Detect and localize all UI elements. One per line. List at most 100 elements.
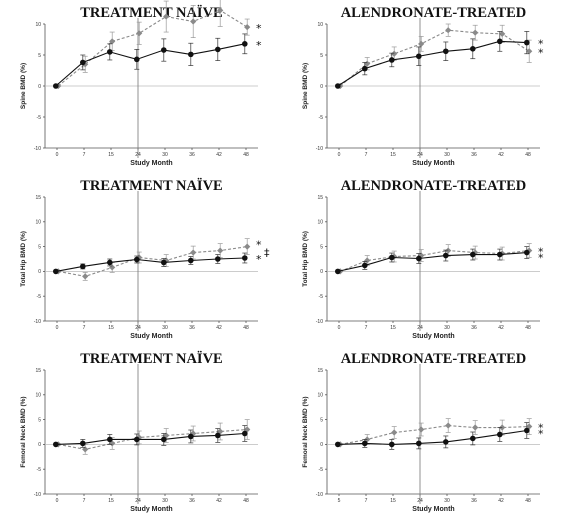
y-tick-label: 5 [38,244,41,250]
significance-marker: * [538,252,544,265]
y-axis-label: Spine BMD (%) [302,63,309,109]
x-axis-label: Study Month [412,333,454,340]
data-point-dashed [418,40,425,47]
data-point-dashed [82,273,89,280]
x-tick-label: 30 [444,325,450,331]
panel-spine-naive: TREATMENT NAÏVE-10-5051007152430364248Sp… [0,0,282,173]
series-line-dashed [57,9,248,87]
data-point-solid [215,256,221,262]
data-point-solid [188,257,194,264]
series-line-solid [337,40,527,87]
data-point-solid [107,259,113,266]
x-tick-label: 42 [216,152,222,158]
data-point-dashed [418,426,425,433]
x-tick-label: 42 [216,325,222,331]
series-line-dashed [58,246,248,277]
panel-hip-naive: TREATMENT NAÏVE-10-505101507152430364248… [0,173,282,346]
series-line-solid [55,432,245,445]
data-point-solid [335,268,341,275]
y-tick-label: -5 [319,467,324,473]
x-tick-label: 15 [108,152,114,158]
data-point-dashed [445,422,452,429]
series-line-dashed [58,428,248,450]
x-tick-label: 0 [56,325,59,331]
series-line-solid [337,429,527,445]
x-tick-label: 30 [162,152,168,158]
data-point-solid [389,441,395,448]
x-tick-label: 15 [390,325,396,331]
data-point-solid [524,249,530,256]
data-point-solid [443,48,449,55]
series-line-solid [55,257,245,272]
y-tick-label: -5 [319,294,324,300]
y-tick-label: 10 [35,393,41,399]
data-point-dashed [445,27,452,34]
data-point-solid [443,439,449,445]
data-point-solid [107,49,113,55]
data-point-solid [161,47,167,53]
x-tick-label: 42 [498,325,504,331]
chart-title: ALENDRONATE-TREATED [341,178,527,194]
x-tick-label: 0 [56,152,59,158]
x-tick-label: 36 [189,498,195,504]
y-tick-label: 5 [320,53,323,59]
y-tick-label: 0 [320,84,323,90]
x-axis-label: Study Month [130,506,172,513]
significance-marker: * [256,22,262,35]
data-point-solid [53,268,59,275]
data-point-solid [335,441,341,448]
data-point-solid [524,39,530,46]
significance-marker: * [256,239,262,252]
x-tick-label: 0 [56,498,59,504]
chart-svg: ALENDRONATE-TREATED-10-50510150715243036… [302,178,544,340]
data-point-solid [416,53,422,60]
x-axis-label: Study Month [130,160,172,167]
y-tick-label: 15 [35,195,41,201]
data-point-solid [497,431,503,438]
y-tick-label: -5 [37,467,42,473]
x-tick-label: 48 [243,152,249,158]
data-point-dashed [136,30,143,37]
x-tick-label: 0 [338,325,341,331]
x-tick-label: 36 [471,325,477,331]
x-tick-label: 7 [83,325,86,331]
data-point-solid [389,254,395,261]
data-point-solid [335,83,341,89]
data-point-solid [242,41,248,47]
data-point-dashed [472,29,479,36]
y-tick-label: 0 [38,442,41,448]
y-tick-label: 5 [38,53,41,59]
x-tick-label: 7 [83,152,86,158]
data-point-dashed [190,249,197,256]
chart-title: TREATMENT NAÏVE [80,178,222,194]
y-tick-label: 15 [317,368,323,374]
x-axis-label: Study Month [412,160,454,167]
y-tick-label: 5 [320,417,323,423]
data-point-solid [470,251,476,258]
x-tick-label: 7 [365,498,368,504]
chart-svg: ALENDRONATE-TREATED-10-50510155715243036… [302,351,544,513]
data-point-solid [188,51,194,58]
x-tick-label: 42 [498,152,504,158]
x-tick-label: 15 [390,498,396,504]
y-tick-label: -10 [34,319,41,325]
significance-marker: * [538,46,544,59]
y-axis-label: Total Hip BMD (%) [302,231,309,287]
y-tick-label: 10 [317,22,323,28]
data-point-solid [416,440,422,447]
x-tick-label: 48 [525,498,531,504]
data-point-solid [188,433,194,440]
x-tick-label: 7 [365,325,368,331]
data-point-solid [134,56,140,63]
x-tick-label: 30 [162,325,168,331]
chart-svg: TREATMENT NAÏVE-10-505101507152430364248… [20,351,258,513]
data-point-solid [497,251,503,258]
y-tick-label: -5 [37,115,42,121]
y-tick-label: -5 [319,115,324,121]
panel-femoral-naive: TREATMENT NAÏVE-10-505101507152430364248… [0,346,282,519]
data-point-solid [362,65,368,72]
data-point-solid [80,263,86,270]
chart-title: TREATMENT NAÏVE [80,5,222,21]
y-tick-label: 0 [320,269,323,275]
y-tick-label: -10 [316,319,323,325]
